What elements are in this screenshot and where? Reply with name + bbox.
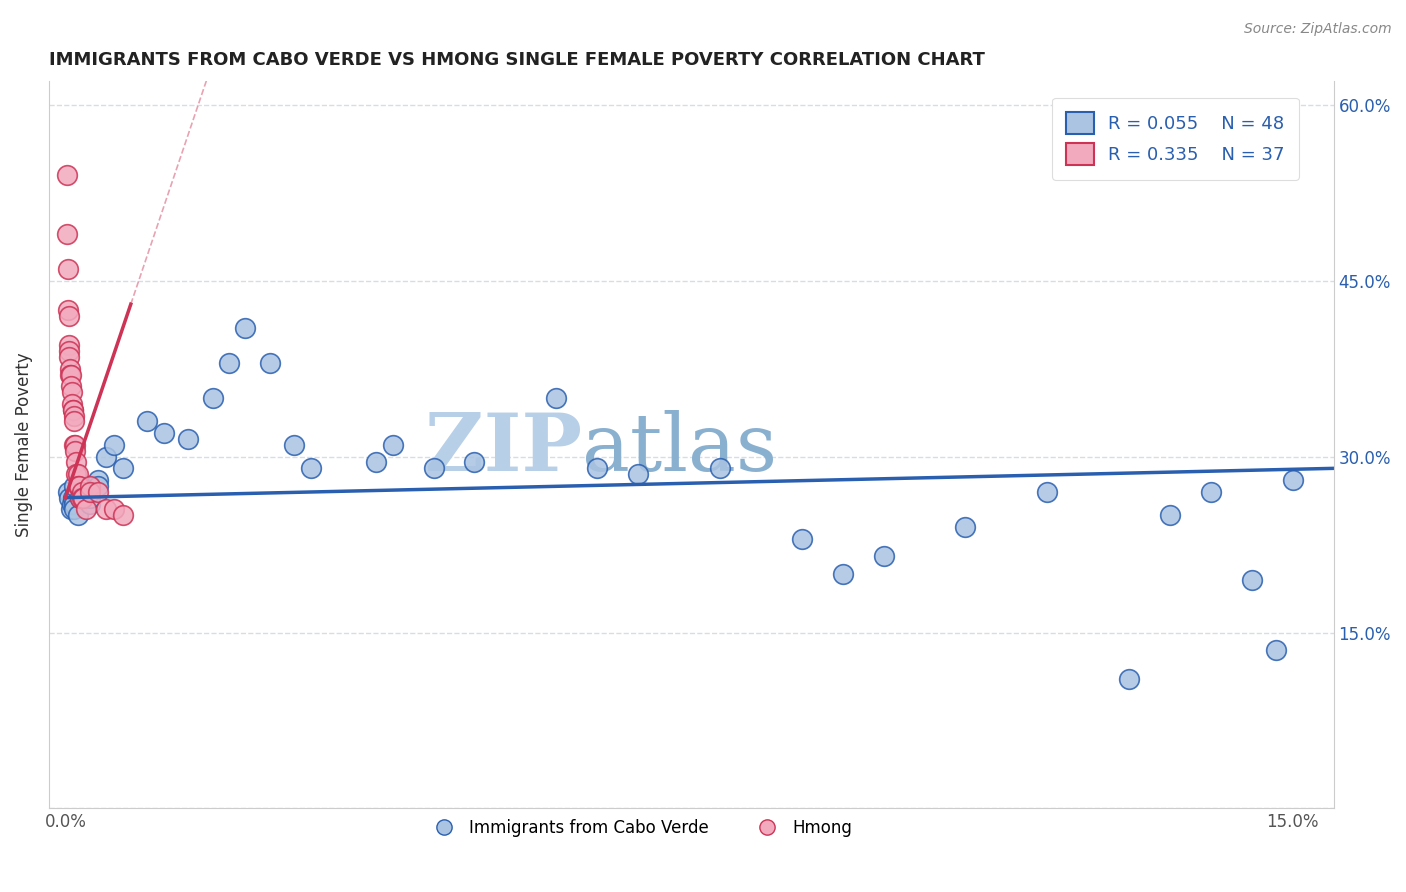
- Point: [70, 491, 93, 505]
- Point: [790, 532, 813, 546]
- Point: [62, 414, 84, 428]
- Point: [87, 484, 110, 499]
- Point: [70, 484, 93, 499]
- Point: [62, 479, 84, 493]
- Point: [60, 496, 83, 510]
- Point: [65, 455, 87, 469]
- Point: [63, 443, 86, 458]
- Point: [60, 379, 83, 393]
- Point: [70, 491, 93, 505]
- Point: [1240, 573, 1263, 587]
- Point: [201, 391, 224, 405]
- Y-axis label: Single Female Poverty: Single Female Poverty: [15, 352, 32, 537]
- Point: [59, 361, 82, 376]
- Point: [62, 491, 84, 505]
- Point: [58, 309, 80, 323]
- Point: [111, 508, 134, 523]
- Text: atlas: atlas: [582, 409, 778, 488]
- Point: [1118, 673, 1140, 687]
- Point: [87, 479, 110, 493]
- Point: [69, 491, 91, 505]
- Point: [235, 320, 257, 334]
- Point: [831, 566, 853, 581]
- Point: [177, 432, 200, 446]
- Point: [60, 385, 83, 400]
- Point: [259, 356, 281, 370]
- Point: [70, 484, 93, 499]
- Point: [62, 409, 84, 423]
- Point: [58, 350, 80, 364]
- Point: [1281, 473, 1303, 487]
- Point: [955, 520, 977, 534]
- Point: [56, 484, 79, 499]
- Point: [62, 438, 84, 452]
- Text: Source: ZipAtlas.com: Source: ZipAtlas.com: [1244, 22, 1392, 37]
- Point: [96, 502, 118, 516]
- Point: [299, 461, 322, 475]
- Point: [56, 168, 79, 182]
- Point: [66, 479, 89, 493]
- Point: [152, 426, 174, 441]
- Point: [283, 438, 305, 452]
- Point: [72, 491, 94, 505]
- Point: [381, 438, 404, 452]
- Point: [66, 508, 89, 523]
- Point: [62, 496, 84, 510]
- Point: [59, 368, 82, 382]
- Point: [56, 227, 79, 241]
- Point: [627, 467, 650, 482]
- Point: [1159, 508, 1181, 523]
- Point: [1265, 643, 1288, 657]
- Point: [69, 491, 91, 505]
- Point: [62, 402, 84, 417]
- Point: [60, 368, 83, 382]
- Point: [60, 397, 83, 411]
- Text: ZIP: ZIP: [425, 409, 582, 488]
- Point: [103, 502, 125, 516]
- Point: [366, 455, 388, 469]
- Point: [103, 438, 125, 452]
- Point: [709, 461, 731, 475]
- Point: [56, 262, 79, 277]
- Point: [67, 479, 90, 493]
- Text: IMMIGRANTS FROM CABO VERDE VS HMONG SINGLE FEMALE POVERTY CORRELATION CHART: IMMIGRANTS FROM CABO VERDE VS HMONG SING…: [49, 51, 984, 69]
- Point: [62, 502, 84, 516]
- Point: [56, 303, 79, 318]
- Point: [96, 450, 118, 464]
- Point: [60, 502, 83, 516]
- Point: [111, 461, 134, 475]
- Point: [546, 391, 568, 405]
- Point: [79, 479, 101, 493]
- Point: [218, 356, 240, 370]
- Point: [75, 502, 97, 516]
- Point: [58, 491, 80, 505]
- Point: [58, 338, 80, 352]
- Point: [63, 438, 86, 452]
- Point: [58, 344, 80, 359]
- Point: [62, 402, 84, 417]
- Legend: Immigrants from Cabo Verde, Hmong: Immigrants from Cabo Verde, Hmong: [420, 813, 859, 844]
- Point: [136, 414, 159, 428]
- Point: [422, 461, 444, 475]
- Point: [1199, 484, 1222, 499]
- Point: [65, 467, 87, 482]
- Point: [463, 455, 485, 469]
- Point: [66, 467, 89, 482]
- Point: [79, 491, 101, 505]
- Point: [586, 461, 609, 475]
- Point: [1036, 484, 1059, 499]
- Point: [872, 549, 894, 564]
- Point: [75, 479, 97, 493]
- Point: [79, 496, 101, 510]
- Point: [87, 473, 110, 487]
- Point: [79, 484, 101, 499]
